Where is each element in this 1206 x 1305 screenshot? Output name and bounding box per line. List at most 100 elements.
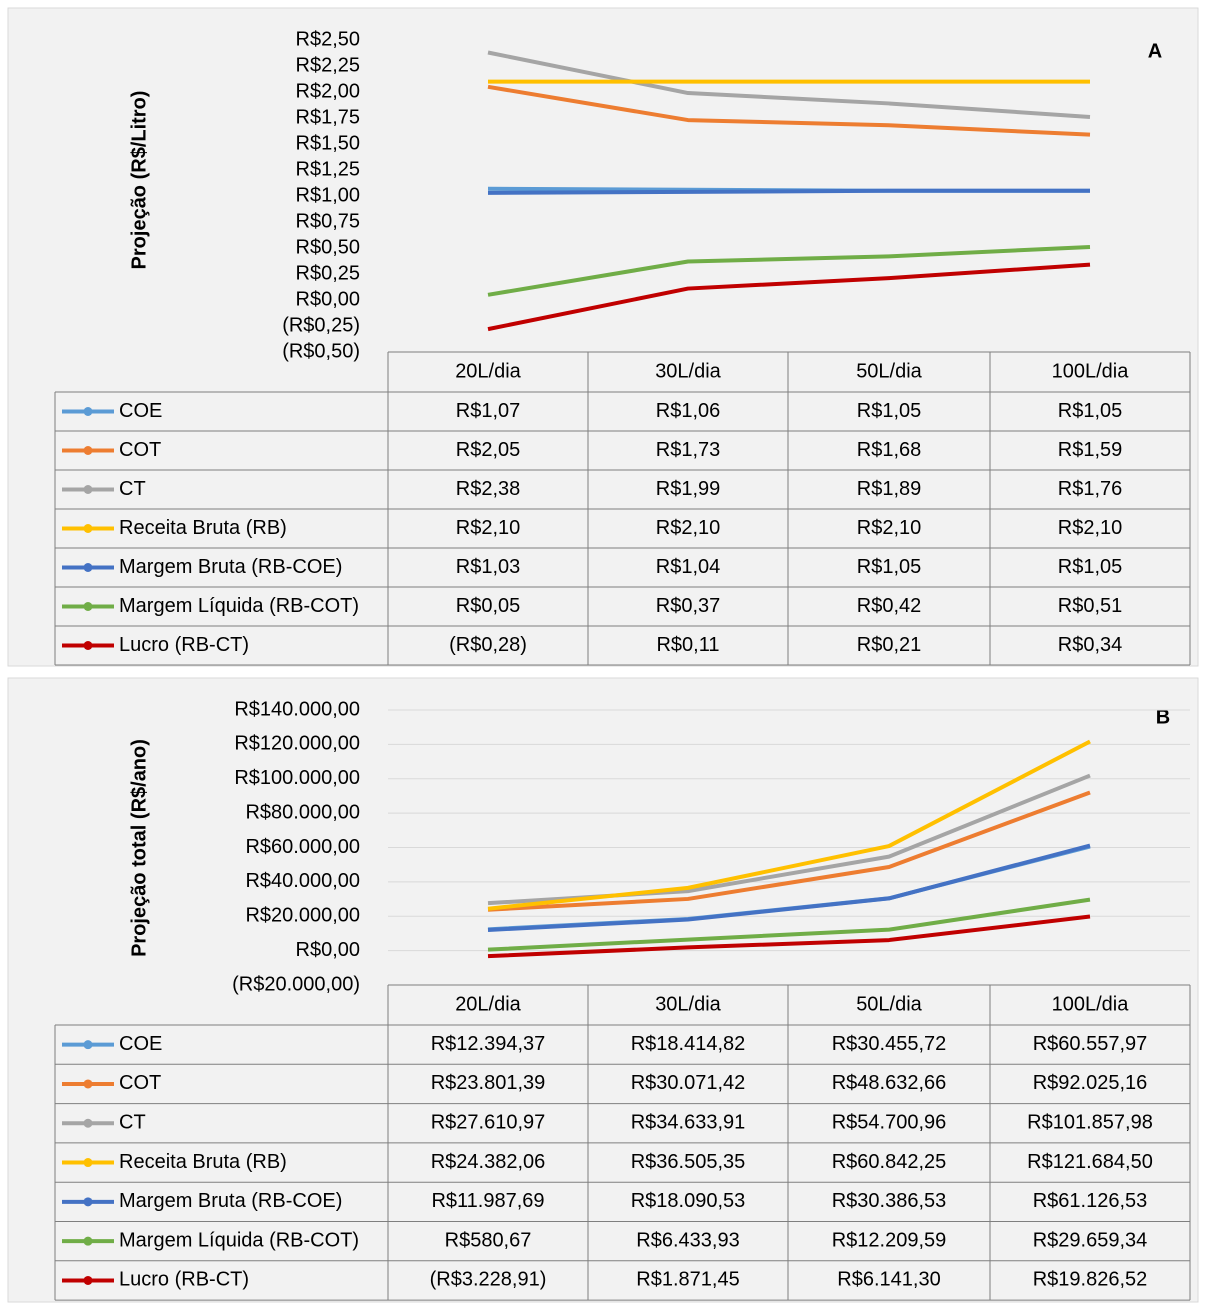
table-cell: R$61.126,53 <box>1033 1190 1148 1212</box>
y-tick-label: (R$0,50) <box>282 340 360 362</box>
legend-label: Receita Bruta (RB) <box>119 1151 287 1173</box>
y-tick-label: (R$20.000,00) <box>232 973 360 995</box>
table-cell: R$101.857,98 <box>1027 1112 1153 1134</box>
y-tick-label: R$100.000,00 <box>234 767 360 789</box>
legend-label: COT <box>119 439 161 461</box>
x-tick-label: 20L/dia <box>455 993 521 1015</box>
table-cell: R$2,10 <box>656 517 721 539</box>
x-tick-label: 30L/dia <box>655 360 721 382</box>
table-cell: R$12.394,37 <box>431 1033 546 1055</box>
table-cell: R$1,73 <box>656 439 721 461</box>
legend-label: Margem Bruta (RB-COE) <box>119 556 342 578</box>
y-axis-title: Projeção (R$/Litro) <box>128 91 150 270</box>
legend-label: Margem Líquida (RB-COT) <box>119 595 359 617</box>
y-tick-label: R$0,00 <box>296 939 361 961</box>
table-cell: R$36.505,35 <box>631 1151 746 1173</box>
table-cell: R$6.141,30 <box>837 1269 940 1291</box>
legend-label: COE <box>119 1033 162 1055</box>
table-cell: R$30.455,72 <box>832 1033 947 1055</box>
table-cell: R$1,05 <box>1058 556 1123 578</box>
table-cell: R$27.610,97 <box>431 1112 546 1134</box>
y-tick-label: R$1,75 <box>296 106 361 128</box>
legend-label: CT <box>119 478 146 500</box>
table-cell: R$12.209,59 <box>832 1229 947 1251</box>
table-cell: R$1.871,45 <box>636 1269 739 1291</box>
table-cell: R$0,51 <box>1058 595 1123 617</box>
table-cell: R$2,10 <box>456 517 521 539</box>
table-cell: R$0,42 <box>857 595 922 617</box>
table-cell: R$92.025,16 <box>1033 1072 1148 1094</box>
table-cell: R$0,05 <box>456 595 521 617</box>
legend-marker <box>84 1040 93 1049</box>
y-tick-label: R$80.000,00 <box>245 801 360 823</box>
table-cell: (R$0,28) <box>449 634 527 656</box>
table-cell: R$29.659,34 <box>1033 1229 1148 1251</box>
legend-marker <box>84 1158 93 1167</box>
table-cell: R$1,05 <box>857 556 922 578</box>
legend-marker <box>84 1079 93 1088</box>
annotation: A <box>1148 40 1162 62</box>
y-tick-label: R$60.000,00 <box>245 836 360 858</box>
legend-label: Margem Bruta (RB-COE) <box>119 1190 342 1212</box>
legend-marker <box>84 1276 93 1285</box>
x-tick-label: 30L/dia <box>655 993 721 1015</box>
table-cell: R$1,03 <box>456 556 521 578</box>
page: A Projeção (R$/Litro) R$2,50 R$2,25 R$2,00 R$… <box>0 0 1206 1305</box>
legend-marker <box>84 446 93 455</box>
table-cell: R$30.071,42 <box>631 1072 746 1094</box>
x-tick-label: 100L/dia <box>1052 993 1130 1015</box>
y-tick-label: R$140.000,00 <box>234 698 360 720</box>
table-cell: R$6.433,93 <box>636 1229 739 1251</box>
table-cell: R$23.801,39 <box>431 1072 546 1094</box>
legend-label: Receita Bruta (RB) <box>119 517 287 539</box>
table-cell: R$1,04 <box>656 556 721 578</box>
y-tick-label: R$1,50 <box>296 132 361 154</box>
y-tick-label: R$1,25 <box>296 158 361 180</box>
y-tick-label: R$40.000,00 <box>245 870 360 892</box>
table-cell: R$0,37 <box>656 595 721 617</box>
legend-marker <box>84 641 93 650</box>
table-cell: R$1,05 <box>1058 400 1123 422</box>
y-tick-label: R$0,75 <box>296 210 361 232</box>
table-cell: R$1,99 <box>656 478 721 500</box>
table-cell: R$2,10 <box>1058 517 1123 539</box>
figure: A Projeção (R$/Litro) R$2,50 R$2,25 R$2,00 R$… <box>0 0 1206 1305</box>
legend-marker <box>84 1197 93 1206</box>
table-cell: R$1,07 <box>456 400 521 422</box>
table-cell: R$11.987,69 <box>431 1190 544 1212</box>
table-cell: R$54.700,96 <box>832 1112 947 1134</box>
legend-marker <box>84 524 93 533</box>
table-cell: R$121.684,50 <box>1027 1151 1153 1173</box>
legend-label: COT <box>119 1072 161 1094</box>
legend-label: Margem Líquida (RB-COT) <box>119 1229 359 1251</box>
legend-marker <box>84 407 93 416</box>
series-line <box>488 191 1090 193</box>
y-tick-label: (R$0,25) <box>282 314 360 336</box>
y-tick-label: R$0,50 <box>296 236 361 258</box>
table-cell: R$1,05 <box>857 400 922 422</box>
y-tick-label: R$2,50 <box>296 28 361 50</box>
table-cell: R$60.557,97 <box>1033 1033 1148 1055</box>
table-cell: R$2,05 <box>456 439 521 461</box>
x-tick-label: 20L/dia <box>455 360 521 382</box>
y-tick-label: R$2,00 <box>296 80 361 102</box>
legend-marker <box>84 563 93 572</box>
x-tick-label: 100L/dia <box>1052 360 1130 382</box>
y-tick-label: R$2,25 <box>296 54 361 76</box>
table-cell: R$0,11 <box>656 634 719 656</box>
legend-marker <box>84 1119 93 1128</box>
table-cell: R$2,10 <box>857 517 922 539</box>
legend-label: Lucro (RB-CT) <box>119 1269 249 1291</box>
y-tick-label: R$1,00 <box>296 184 361 206</box>
legend-marker <box>84 602 93 611</box>
x-tick-label: 50L/dia <box>856 993 922 1015</box>
table-cell: R$48.632,66 <box>832 1072 947 1094</box>
table-cell: R$0,21 <box>857 634 922 656</box>
table-cell: R$34.633,91 <box>631 1112 746 1134</box>
y-tick-label: R$0,25 <box>296 262 361 284</box>
table-cell: R$1,59 <box>1058 439 1123 461</box>
table-cell: R$0,34 <box>1058 634 1123 656</box>
table-cell: R$1,76 <box>1058 478 1123 500</box>
table-cell: R$1,06 <box>656 400 721 422</box>
legend-marker <box>84 485 93 494</box>
